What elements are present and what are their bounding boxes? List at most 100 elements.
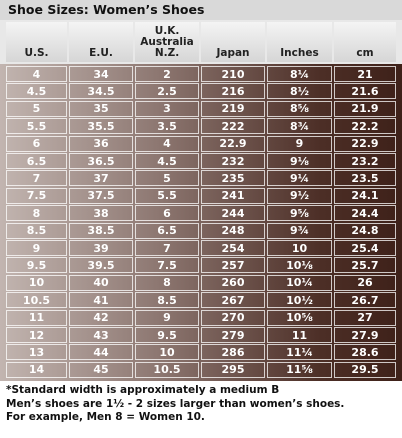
cell: 24.4 bbox=[334, 205, 396, 222]
cell: 4 bbox=[6, 66, 67, 82]
cell: 25.4 bbox=[334, 240, 396, 256]
header-row: U.S. E.U. U.K. Australia N.Z. Japan Inches cm bbox=[0, 20, 402, 64]
cell: 260 bbox=[201, 274, 265, 291]
cell: 248 bbox=[201, 222, 265, 239]
cell: 38 bbox=[69, 205, 133, 222]
cell: 29.5 bbox=[334, 361, 396, 378]
cell: 41 bbox=[69, 292, 133, 309]
cell: 21 bbox=[334, 66, 396, 82]
cell: 10 bbox=[6, 274, 67, 291]
cell: 24.1 bbox=[334, 187, 396, 204]
cell: 12 bbox=[6, 327, 67, 343]
cell: 24.8 bbox=[334, 222, 396, 239]
footnote: Men’s shoes are 1½ - 2 sizes larger than… bbox=[6, 397, 345, 410]
cell: 22.2 bbox=[334, 118, 396, 135]
footnote: For example, Men 8 = Women 10. bbox=[6, 411, 205, 423]
cell: 8.5 bbox=[135, 292, 199, 309]
cell: 9¼ bbox=[267, 170, 332, 187]
cell: 9⅝ bbox=[267, 205, 332, 222]
cell: 232 bbox=[201, 153, 265, 169]
cell: 35.5 bbox=[69, 118, 133, 135]
cell: 23.2 bbox=[334, 153, 396, 169]
footnote: *Standard width is approximately a mediu… bbox=[6, 384, 280, 396]
cell: 9¾ bbox=[267, 222, 332, 239]
cell: 10⅛ bbox=[267, 257, 332, 274]
cell: 43 bbox=[69, 327, 133, 343]
cell: 2.5 bbox=[135, 83, 199, 100]
cell: 8 bbox=[135, 274, 199, 291]
column-header: Inches bbox=[267, 22, 332, 62]
cell: 222 bbox=[201, 118, 265, 135]
cell: 10⅝ bbox=[267, 309, 332, 326]
cell: 5 bbox=[6, 100, 67, 117]
cell: 267 bbox=[201, 292, 265, 309]
column-header: cm bbox=[334, 22, 396, 62]
cell: 11 bbox=[267, 327, 332, 343]
cell: 36 bbox=[69, 135, 133, 152]
cell: 7.5 bbox=[135, 257, 199, 274]
footnotes: *Standard width is approximately a mediu… bbox=[6, 384, 344, 425]
cell: 25.7 bbox=[334, 257, 396, 274]
cell: 27.9 bbox=[334, 327, 396, 343]
table-body: 4 34 2 210 8¼ 21 4.5 34.5 2.5 216 8½ 21.6 5 35 3 219 8⅝ 2… bbox=[0, 64, 402, 381]
cell: 10.5 bbox=[6, 292, 67, 309]
cell: 8.5 bbox=[6, 222, 67, 239]
cell: 286 bbox=[201, 344, 265, 361]
cell: 257 bbox=[201, 257, 265, 274]
cell: 28.6 bbox=[334, 344, 396, 361]
cell: 26 bbox=[334, 274, 396, 291]
cell: 270 bbox=[201, 309, 265, 326]
title: Shoe Sizes: Women’s Shoes bbox=[0, 0, 402, 20]
cell: 295 bbox=[201, 361, 265, 378]
cell: 13 bbox=[6, 344, 67, 361]
cell: 241 bbox=[201, 187, 265, 204]
cell: 37.5 bbox=[69, 187, 133, 204]
cell: 6.5 bbox=[135, 222, 199, 239]
cell: 244 bbox=[201, 205, 265, 222]
cell: 8 bbox=[6, 205, 67, 222]
column-header: E.U. bbox=[69, 22, 133, 62]
cell: 14 bbox=[6, 361, 67, 378]
column-header: U.K. Australia N.Z. bbox=[135, 22, 199, 62]
cell: 10½ bbox=[267, 292, 332, 309]
cell: 254 bbox=[201, 240, 265, 256]
cell: 26.7 bbox=[334, 292, 396, 309]
cell: 38.5 bbox=[69, 222, 133, 239]
cell: 10 bbox=[267, 240, 332, 256]
cell: 7 bbox=[6, 170, 67, 187]
cell: 210 bbox=[201, 66, 265, 82]
cell: 8¾ bbox=[267, 118, 332, 135]
cell: 39 bbox=[69, 240, 133, 256]
column-header: Japan bbox=[201, 22, 265, 62]
cell: 279 bbox=[201, 327, 265, 343]
cell: 34.5 bbox=[69, 83, 133, 100]
cell: 5 bbox=[135, 170, 199, 187]
cell: 4 bbox=[135, 135, 199, 152]
cell: 9⅛ bbox=[267, 153, 332, 169]
cell: 8½ bbox=[267, 83, 332, 100]
column-header: U.S. bbox=[6, 22, 67, 62]
cell: 21.9 bbox=[334, 100, 396, 117]
cell: 35 bbox=[69, 100, 133, 117]
cell: 4.5 bbox=[135, 153, 199, 169]
cell: 42 bbox=[69, 309, 133, 326]
cell: 11⅝ bbox=[267, 361, 332, 378]
cell: 6.5 bbox=[6, 153, 67, 169]
cell: 22.9 bbox=[334, 135, 396, 152]
cell: 9.5 bbox=[6, 257, 67, 274]
cell: 9½ bbox=[267, 187, 332, 204]
cell: 6 bbox=[135, 205, 199, 222]
cell: 4.5 bbox=[6, 83, 67, 100]
cell: 9.5 bbox=[135, 327, 199, 343]
cell: 23.5 bbox=[334, 170, 396, 187]
cell: 2 bbox=[135, 66, 199, 82]
cell: 11 bbox=[6, 309, 67, 326]
cell: 216 bbox=[201, 83, 265, 100]
cell: 8⅝ bbox=[267, 100, 332, 117]
cell: 27 bbox=[334, 309, 396, 326]
cell: 9 bbox=[6, 240, 67, 256]
cell: 5.5 bbox=[6, 118, 67, 135]
cell: 9 bbox=[135, 309, 199, 326]
cell: 34 bbox=[69, 66, 133, 82]
